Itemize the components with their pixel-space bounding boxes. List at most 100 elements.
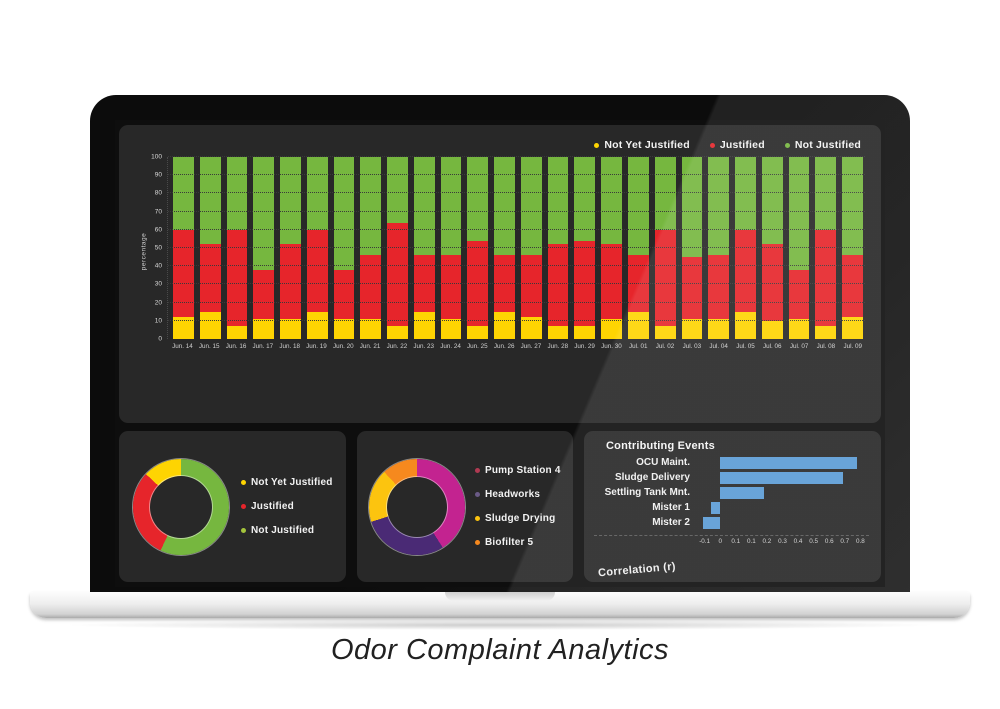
correlation-bar-row: Mister 2: [594, 515, 869, 530]
legend-label: Justified: [719, 139, 765, 151]
x-tick-label: Jul. 03: [682, 343, 702, 350]
bar-segment: [253, 318, 275, 339]
stacked-bar: [735, 157, 756, 339]
correlation-bar-label: OCU Maint.: [636, 457, 690, 468]
x-tick-label: 0.8: [855, 538, 865, 545]
correlation-bar-label: Mister 1: [652, 502, 690, 513]
x-tick-label: 0.3: [778, 538, 787, 545]
correlation-bar-track: [696, 471, 869, 484]
bar-segment: [467, 326, 489, 339]
gridline: [168, 156, 865, 157]
justification-donut-legend: Not Yet Justified Justified Not Justified: [241, 477, 333, 536]
y-axis-title: percentage: [129, 157, 147, 339]
panel-daily-justification: Not Yet Justified Justified Not Justified …: [119, 125, 881, 423]
x-tick-label: Jul. 04: [709, 343, 728, 350]
bar-segment: [735, 311, 756, 339]
legend-label: Not Justified: [794, 139, 861, 151]
correlation-bar-label: Settling Tank Mnt.: [604, 487, 690, 498]
stacked-bar: [306, 157, 328, 339]
legend-item: Not Justified: [241, 525, 333, 536]
stacked-bar: [788, 157, 810, 339]
gridline: [168, 301, 865, 303]
bar-segment: [681, 318, 703, 339]
bar-segment: [387, 157, 408, 223]
correlation-bar: [720, 486, 764, 499]
legend-color-dot: [241, 528, 246, 533]
bar-segment: [494, 157, 515, 256]
x-tick-label: Jul. 08: [816, 343, 836, 350]
bar-segment: [173, 157, 194, 230]
bar-segment: [574, 326, 596, 339]
bar-segment: [761, 157, 783, 245]
stacked-bar: [413, 157, 435, 339]
dashboard-screen: Not Yet Justified Justified Not Justified …: [115, 120, 885, 587]
bar-segment: [815, 157, 837, 230]
x-tick-label: 0.6: [824, 538, 834, 545]
bar-segment: [842, 157, 863, 256]
bar-segment: [681, 257, 703, 319]
bar-segment: [360, 255, 382, 319]
correlation-bars: OCU Maint. Sludge Delivery Settling Tank M…: [594, 455, 869, 530]
correlation-bar-label: Sludge Delivery: [614, 472, 690, 483]
x-tick-label: Jun. 26: [493, 343, 515, 350]
bar-segment: [440, 255, 462, 319]
legend-item: Not Justified: [784, 139, 861, 151]
legend-label: Not Justified: [251, 525, 315, 536]
x-tick-label: Jun. 27: [520, 343, 542, 350]
stacked-bar: [547, 157, 569, 339]
stacked-bar: [494, 157, 515, 339]
stacked-bar: [520, 157, 542, 339]
x-axis-ticks: -0.1 0 0.1 0.1 0.2 0.3 0.4 0.5 0.6 0.7 0.8: [696, 538, 869, 548]
laptop-screen-bezel: Not Yet Justified Justified Not Justified …: [90, 95, 910, 592]
legend-color-dot: [594, 142, 600, 148]
donut-hole: [387, 476, 447, 537]
bar-segment: [494, 311, 515, 339]
plot-area: [167, 156, 865, 339]
x-tick-label: Jun. 28: [547, 343, 569, 350]
legend-label: Biofilter 5: [485, 537, 534, 548]
bar-segment: [306, 311, 328, 339]
stacked-bar: [654, 157, 676, 339]
stacked-bar: [280, 157, 301, 339]
stacked-bar: [173, 157, 194, 339]
stacked-bar-chart: percentage 0 10 20 30 40 50 60 70 80 90 100: [129, 154, 865, 343]
legend-label: Pump Station 4: [485, 465, 561, 476]
bar-segment: [601, 244, 623, 319]
x-tick-label: Jun. 23: [413, 343, 435, 350]
legend-label: Headworks: [485, 489, 541, 500]
x-axis-line: [594, 535, 869, 536]
x-tick-label: 0: [718, 538, 722, 545]
legend-item: Sludge Drying: [475, 513, 561, 524]
bar-segment: [226, 229, 248, 327]
gridline: [168, 192, 865, 194]
bar-segment: [842, 317, 863, 339]
bar-segment: [173, 229, 194, 318]
legend-label: Not Yet Justified: [251, 477, 333, 488]
legend-item: Not Yet Justified: [594, 139, 690, 151]
bar-segment: [681, 157, 703, 258]
bar-segment: [708, 318, 730, 339]
legend-item: Justified: [709, 139, 765, 151]
stacked-bar-legend: Not Yet Justified Justified Not Justified: [129, 139, 865, 151]
bar-segment: [226, 157, 248, 230]
bar-segment: [226, 326, 248, 339]
bar-segment: [280, 157, 301, 245]
stacked-bar: [681, 157, 703, 339]
bar-segment: [253, 157, 275, 270]
y-axis-ticks: 0 10 20 30 40 50 60 70 80 90 100: [141, 154, 167, 343]
correlation-bar-track: [696, 456, 869, 469]
x-tick-label: Jun. 16: [225, 343, 247, 350]
bar-segment: [333, 157, 355, 270]
gridline: [168, 319, 865, 321]
bar-segment: [574, 157, 596, 241]
laptop-shadow: [60, 620, 940, 630]
x-tick-label: Jun. 19: [306, 343, 327, 350]
bar-segment: [735, 229, 756, 312]
contributing-events-title: Contributing Events: [606, 440, 715, 452]
y-tick-label: 0: [158, 335, 162, 343]
panel-complaint-sources: Pump Station 4 Headworks Sludge Drying Biof…: [357, 431, 573, 582]
stacked-bar: [815, 157, 837, 339]
gridline: [168, 228, 865, 230]
bar-segment: [601, 318, 623, 339]
